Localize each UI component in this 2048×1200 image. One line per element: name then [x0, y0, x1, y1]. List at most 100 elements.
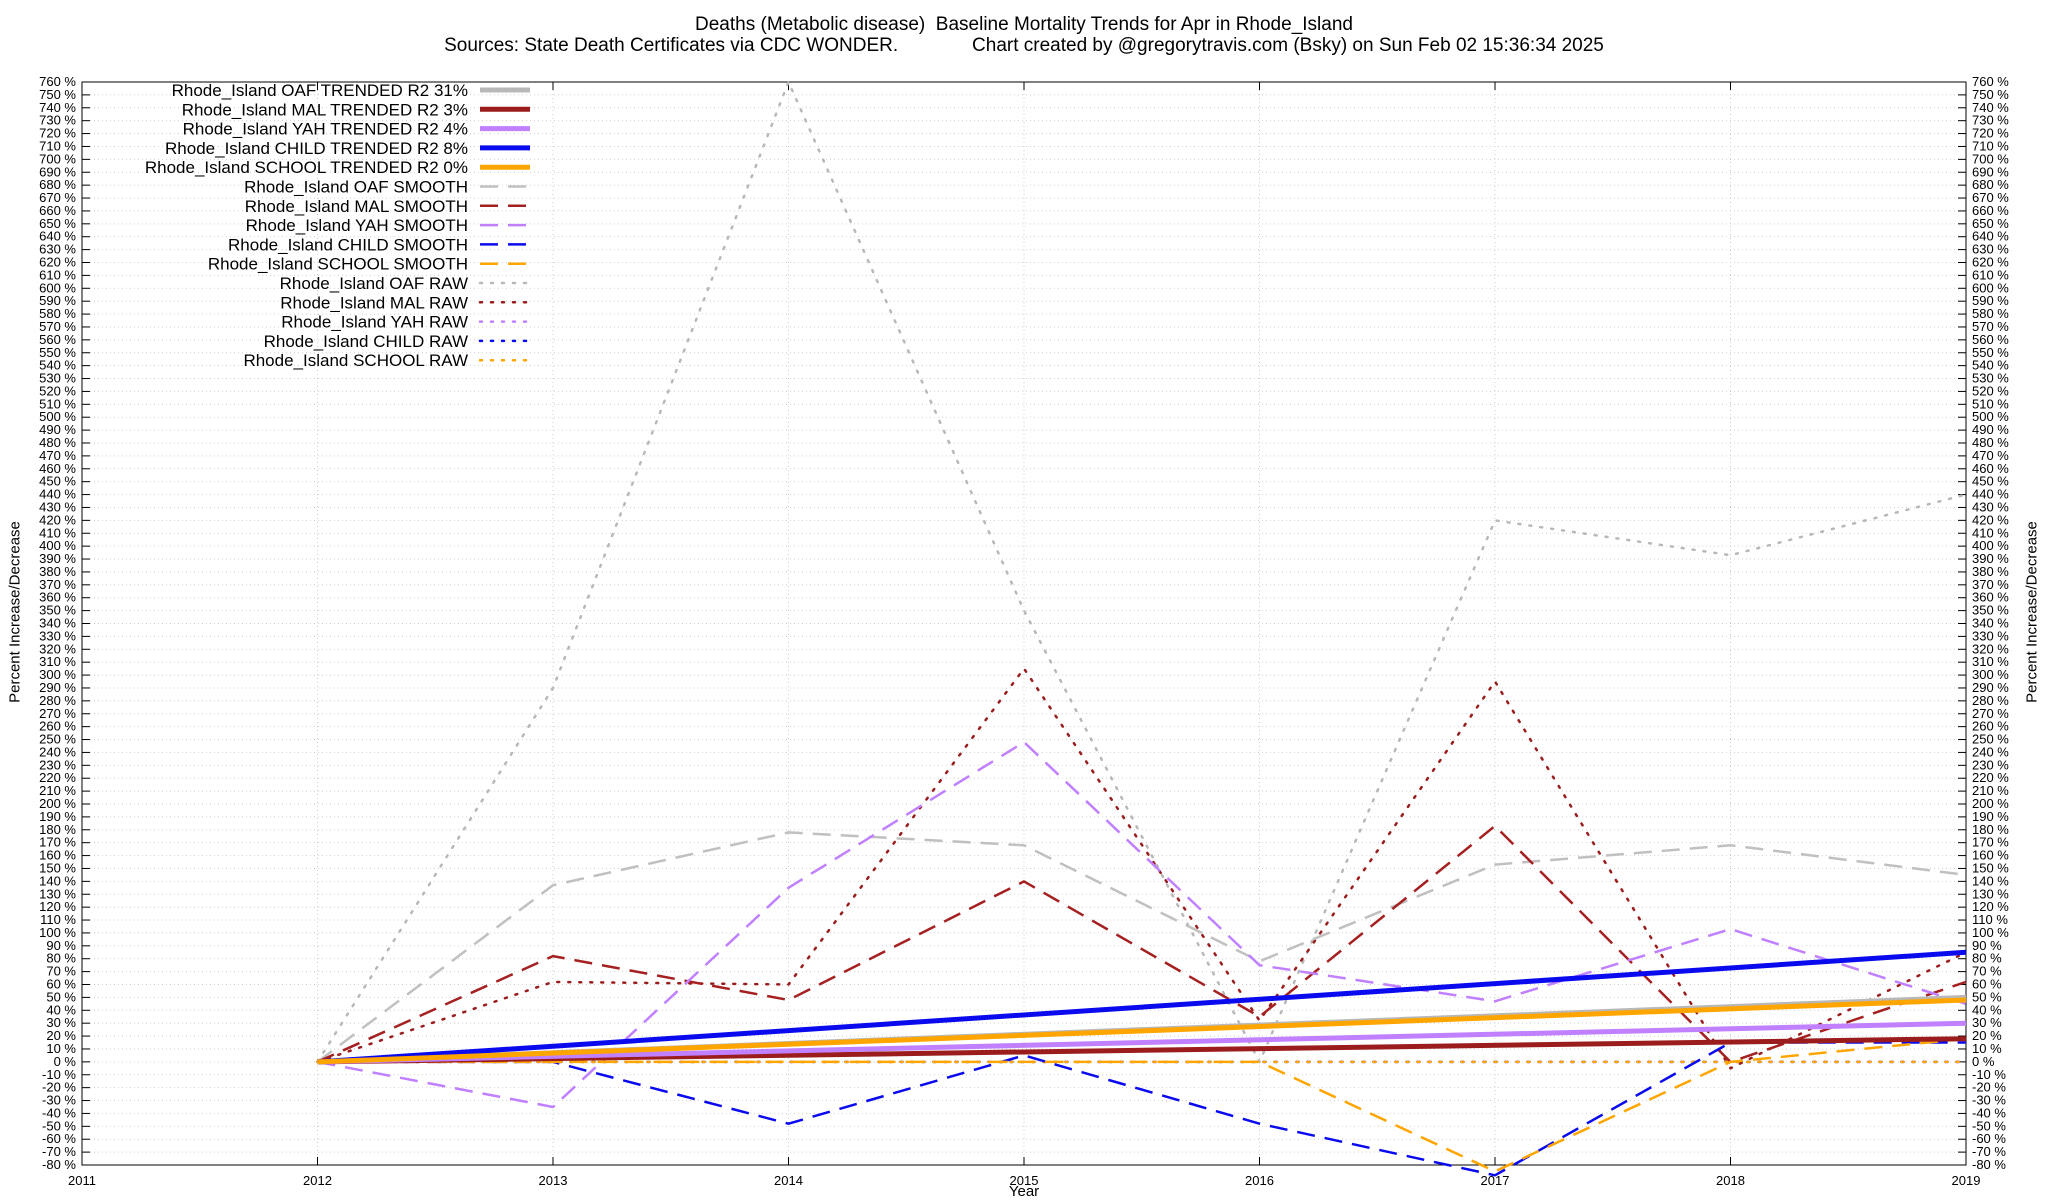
legend-label: Rhode_Island MAL TRENDED R2 3%: [182, 100, 468, 119]
y-tick-label-left: 650 %: [39, 216, 76, 231]
y-tick-label-left: 320 %: [39, 641, 76, 656]
y-tick-label-left: 690 %: [39, 164, 76, 179]
y-tick-label-right: 360 %: [1972, 590, 2009, 605]
series-line-2: [317, 1020, 1967, 1065]
y-tick-label-left: 0 %: [54, 1054, 77, 1069]
y-tick-label-left: 750 %: [39, 87, 76, 102]
y-tick-label-right: 10 %: [1972, 1041, 2002, 1056]
legend-label: Rhode_Island MAL RAW: [280, 293, 468, 312]
x-tick-label: 2012: [303, 1173, 332, 1188]
y-tick-label-left: -20 %: [42, 1080, 76, 1095]
y-tick-label-right: 220 %: [1972, 770, 2009, 785]
y-tick-label-left: 640 %: [39, 229, 76, 244]
y-tick-label-right: 620 %: [1972, 255, 2009, 270]
y-tick-label-left: 490 %: [39, 422, 76, 437]
y-tick-label-right: 510 %: [1972, 396, 2009, 411]
y-tick-label-left: 500 %: [39, 409, 76, 424]
y-tick-label-right: 570 %: [1972, 319, 2009, 334]
y-tick-label-right: 480 %: [1972, 435, 2009, 450]
y-tick-label-right: -10 %: [1972, 1067, 2006, 1082]
y-tick-label-left: 600 %: [39, 280, 76, 295]
y-tick-label-left: 190 %: [39, 809, 76, 824]
legend-label: Rhode_Island CHILD RAW: [264, 332, 468, 351]
x-tick-label: 2017: [1481, 1173, 1510, 1188]
y-tick-label-left: 670 %: [39, 190, 76, 205]
y-tick-label-left: 10 %: [46, 1041, 76, 1056]
y-tick-label-left: 430 %: [39, 499, 76, 514]
y-tick-label-right: 660 %: [1972, 203, 2009, 218]
y-tick-label-left: -30 %: [42, 1093, 76, 1108]
series-line-7: [317, 740, 1967, 1109]
y-tick-label-right: 670 %: [1972, 190, 2009, 205]
y-tick-label-right: 270 %: [1972, 706, 2009, 721]
y-tick-label-left: 360 %: [39, 590, 76, 605]
y-tick-label-left: 170 %: [39, 835, 76, 850]
y-tick-label-left: 150 %: [39, 860, 76, 875]
y-tick-label-right: 370 %: [1972, 577, 2009, 592]
y-tick-label-right: 550 %: [1972, 345, 2009, 360]
y-tick-label-left: 380 %: [39, 564, 76, 579]
y-tick-label-left: 350 %: [39, 603, 76, 618]
y-tick-label-right: 380 %: [1972, 564, 2009, 579]
y-tick-label-right: 410 %: [1972, 525, 2009, 540]
y-tick-label-right: 340 %: [1972, 616, 2009, 631]
y-tick-label-right: 530 %: [1972, 371, 2009, 386]
x-tick-label: 2011: [68, 1173, 96, 1188]
legend-label: Rhode_Island YAH SMOOTH: [246, 216, 468, 235]
x-tick-label: 2018: [1716, 1173, 1745, 1188]
y-tick-label-left: 200 %: [39, 796, 76, 811]
y-tick-label-left: 260 %: [39, 719, 76, 734]
y-tick-label-left: 30 %: [46, 1015, 76, 1030]
y-tick-label-right: 540 %: [1972, 358, 2009, 373]
y-tick-label-right: 590 %: [1972, 293, 2009, 308]
y-tick-label-left: 50 %: [46, 989, 76, 1004]
y-tick-label-left: -50 %: [42, 1118, 76, 1133]
plot-frame: [81, 81, 1967, 1166]
y-tick-label-left: 460 %: [39, 461, 76, 476]
y-tick-label-left: 760 %: [39, 74, 76, 89]
y-tick-label-right: 640 %: [1972, 229, 2009, 244]
y-tick-label-right: 90 %: [1972, 938, 2002, 953]
y-tick-label-right: 490 %: [1972, 422, 2009, 437]
y-tick-label-left: -40 %: [42, 1105, 76, 1120]
series-line-8: [317, 1041, 1966, 1177]
y-tick-label-left: 550 %: [39, 345, 76, 360]
series-line-11: [316, 667, 1968, 1070]
y-tick-label-right: 320 %: [1972, 641, 2009, 656]
y-tick-label-left: 420 %: [39, 512, 76, 527]
x-tick-label: 2019: [1952, 1173, 1981, 1188]
y-tick-label-left: 450 %: [39, 474, 76, 489]
legend-label: Rhode_Island CHILD TRENDED R2 8%: [165, 139, 468, 158]
y-tick-label-right: 740 %: [1972, 100, 2009, 115]
y-tick-label-left: 210 %: [39, 783, 76, 798]
y-tick-label-left: 470 %: [39, 448, 76, 463]
y-tick-label-right: 70 %: [1972, 964, 2002, 979]
y-tick-label-right: 610 %: [1972, 267, 2009, 282]
series-line-9: [317, 1037, 1967, 1173]
y-tick-label-right: -50 %: [1972, 1118, 2006, 1133]
y-tick-label-right: 190 %: [1972, 809, 2009, 824]
y-tick-label-right: 130 %: [1972, 886, 2009, 901]
y-tick-label-right: 450 %: [1972, 474, 2009, 489]
y-tick-label-left: 240 %: [39, 744, 76, 759]
y-tick-label-right: 690 %: [1972, 164, 2009, 179]
y-tick-label-right: 120 %: [1972, 899, 2009, 914]
y-tick-label-right: 140 %: [1972, 873, 2009, 888]
y-tick-label-left: 410 %: [39, 525, 76, 540]
series-line-1: [317, 1036, 1967, 1065]
y-tick-label-right: 730 %: [1972, 113, 2009, 128]
y-tick-label-right: 150 %: [1972, 860, 2009, 875]
y-tick-label-right: 180 %: [1972, 822, 2009, 837]
y-tick-label-right: 650 %: [1972, 216, 2009, 231]
y-tick-label-left: 710 %: [39, 138, 76, 153]
y-tick-label-right: 710 %: [1972, 138, 2009, 153]
y-tick-label-right: 210 %: [1972, 783, 2009, 798]
y-tick-label-right: 330 %: [1972, 628, 2009, 643]
y-tick-label-right: -20 %: [1972, 1080, 2006, 1095]
y-tick-label-left: 520 %: [39, 383, 76, 398]
y-tick-label-left: 60 %: [46, 977, 76, 992]
legend-label: Rhode_Island SCHOOL TRENDED R2 0%: [145, 158, 468, 177]
series-line-3: [317, 949, 1967, 1065]
y-tick-label-right: 290 %: [1972, 680, 2009, 695]
